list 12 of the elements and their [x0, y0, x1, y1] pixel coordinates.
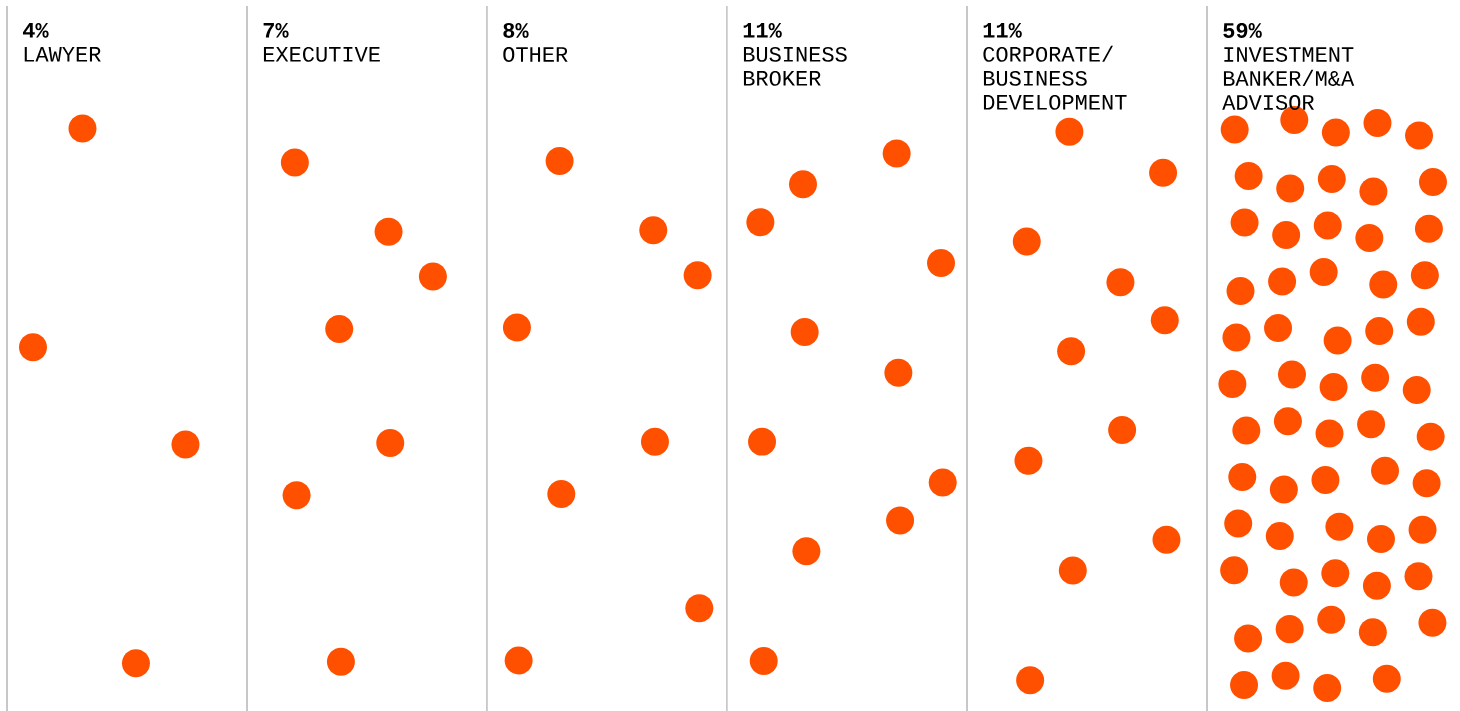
data-label: 4%: [22, 22, 49, 38]
category-label: BUSINESS BROKER: [743, 46, 847, 86]
category-label: EXECUTIVE: [263, 46, 380, 62]
category-label: LAWYER: [24, 47, 101, 62]
data-label: 11%: [983, 22, 1022, 38]
category-label: CORPORATE/BUSINESS DEVELOPMENT: [983, 45, 1127, 110]
data-label: 59%: [1223, 22, 1262, 38]
category-label: OTHER: [503, 46, 568, 62]
data-label: 7%: [263, 22, 289, 38]
data-label: 11%: [743, 22, 782, 38]
category-label: INVESTMENT BANKER/M&A ADVISOR: [1222, 46, 1355, 110]
data-label: 8%: [503, 22, 529, 38]
